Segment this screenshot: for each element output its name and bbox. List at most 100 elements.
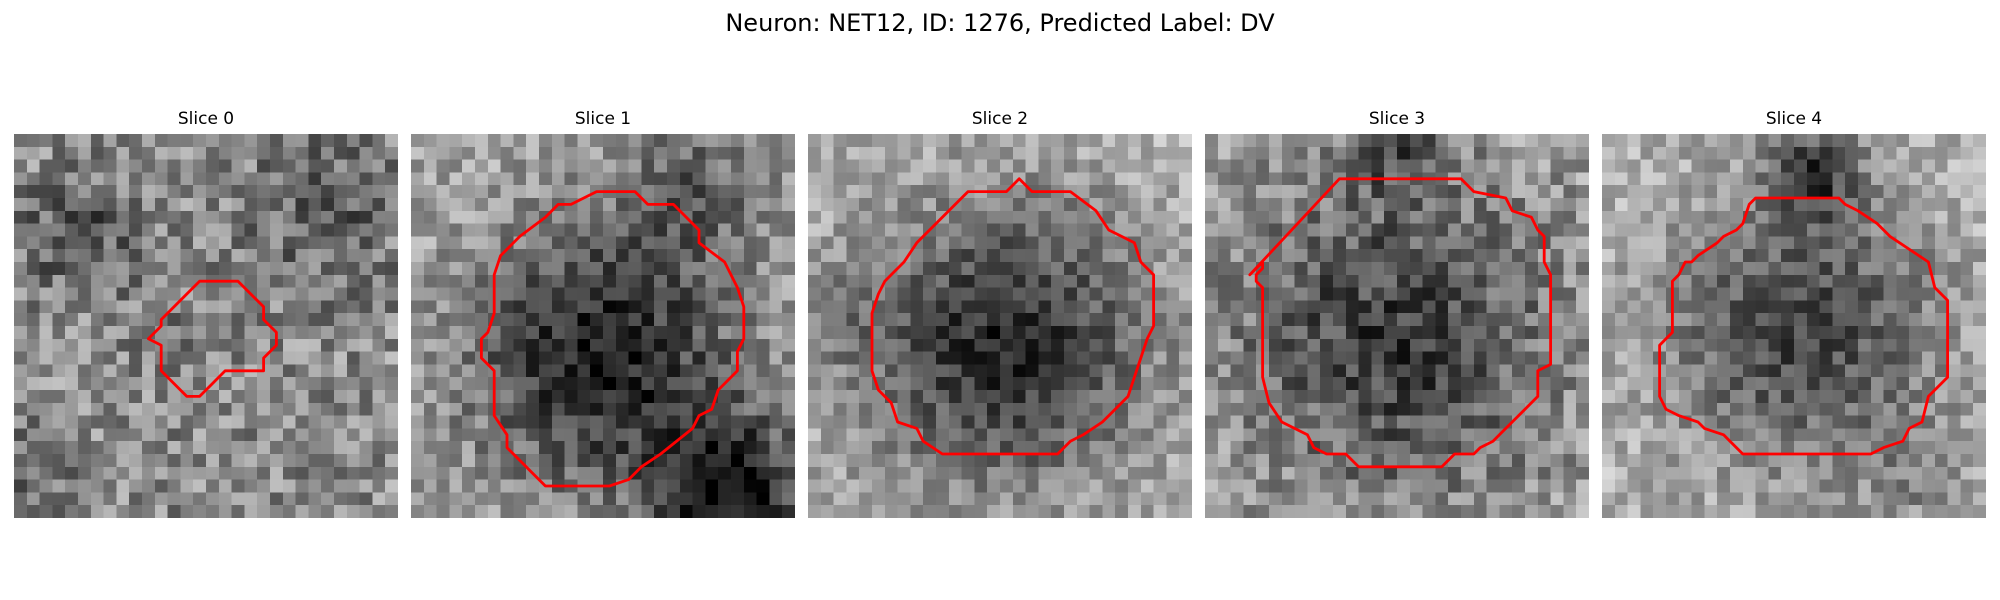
pixel [1371,146,1385,160]
pixel [257,210,271,224]
pixel [180,185,194,199]
pixel [1294,428,1308,442]
pixel [603,466,617,480]
pixel [1947,300,1961,314]
pixel [1269,172,1283,186]
pixel [1973,159,1986,173]
pixel [1922,300,1936,314]
pixel [1358,223,1372,237]
pixel [513,134,527,148]
pixel [1614,402,1628,416]
pixel [1281,505,1295,518]
pixel [859,185,873,199]
pixel [603,223,617,237]
pixel [1064,377,1078,391]
pixel [1243,300,1257,314]
pixel [1896,492,1910,506]
pixel [372,454,386,468]
pixel [1768,287,1782,301]
pixel [411,479,425,493]
pixel [833,274,847,288]
pixel [526,338,540,352]
pixel [910,377,924,391]
pixel [961,172,975,186]
pixel [961,210,975,224]
pixel [116,466,130,480]
pixel [1730,466,1744,480]
pixel [1051,390,1065,404]
pixel [1576,364,1589,378]
pixel [987,287,1001,301]
pixel [308,479,322,493]
pixel [1384,313,1398,327]
pixel [1678,223,1692,237]
pixel [1870,300,1884,314]
pixel [1000,146,1014,160]
pixel [1294,172,1308,186]
pixel [692,441,706,455]
pixel [129,390,143,404]
pixel [1858,313,1872,327]
pixel [487,172,501,186]
pixel [1794,492,1808,506]
pixel [1230,274,1244,288]
pixel [1435,185,1449,199]
pixel [1243,415,1257,429]
pixel [679,441,693,455]
pixel [1512,249,1526,263]
pixel [1038,146,1052,160]
pixel [411,326,425,340]
pixel [731,326,745,340]
pixel [628,492,642,506]
pixel [974,428,988,442]
pixel [103,236,117,250]
pixel [769,300,783,314]
pixel [154,428,168,442]
pixel [1896,287,1910,301]
pixel [718,198,732,212]
pixel [1461,454,1475,468]
pixel [1371,428,1385,442]
pixel [961,313,975,327]
pixel [1128,441,1142,455]
pixel [654,287,668,301]
pixel [1230,415,1244,429]
pixel [1307,466,1321,480]
pixel [1397,428,1411,442]
pixel [26,146,40,160]
pixel [923,249,937,263]
pixel [295,454,309,468]
pixel [897,172,911,186]
pixel [1256,236,1270,250]
pixel [1012,415,1026,429]
pixel [1153,479,1167,493]
pixel [897,210,911,224]
pixel [808,402,822,416]
pixel [1704,313,1718,327]
pixel [551,364,565,378]
pixel [1435,402,1449,416]
pixel [142,390,156,404]
pixel [1115,262,1129,276]
pixel [564,236,578,250]
pixel [1730,390,1744,404]
pixel [872,185,886,199]
pixel [641,172,655,186]
pixel [820,479,834,493]
pixel [1281,313,1295,327]
pixel [1166,364,1180,378]
pixel [462,185,476,199]
pixel [743,287,757,301]
pixel [1397,159,1411,173]
pixel [769,313,783,327]
pixel [206,134,220,148]
pixel [1397,198,1411,212]
pixel [449,198,463,212]
pixel [411,441,425,455]
pixel [872,249,886,263]
pixel [372,338,386,352]
pixel [142,479,156,493]
pixel [539,236,553,250]
pixel [679,300,693,314]
pixel [1614,134,1628,148]
